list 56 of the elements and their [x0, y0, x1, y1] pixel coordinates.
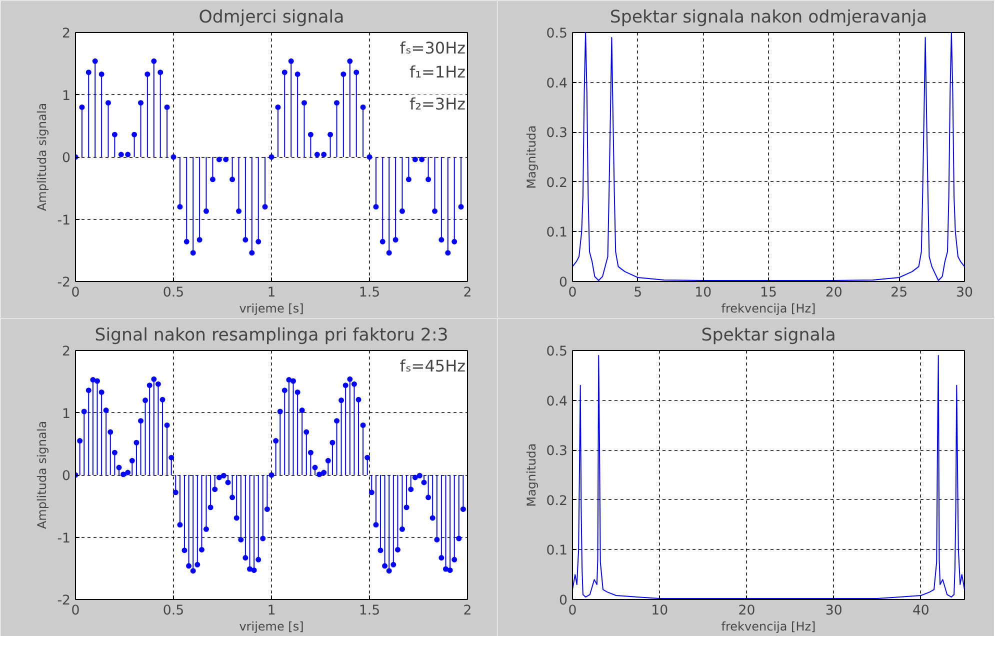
x-tick-label: 2: [463, 604, 472, 618]
x-tick-label: 10: [651, 604, 668, 618]
annotation: fₛ=30Hz: [400, 38, 466, 58]
y-tick-label: 2: [62, 344, 71, 360]
y-tick-label: 0: [559, 276, 568, 290]
y-tick-label: 0.1: [546, 226, 568, 241]
chart-title: Odmjerci signala: [198, 8, 344, 28]
x-tick-label: 0.5: [162, 286, 184, 300]
y-tick-label: 0.5: [546, 26, 568, 42]
y-tick-label: -1: [57, 531, 71, 546]
y-tick-label: 1: [62, 88, 71, 104]
x-tick-label: 1.5: [358, 604, 380, 618]
y-tick-label: 0.1: [546, 544, 568, 559]
y-tick-label: 0.3: [546, 444, 568, 460]
y-axis-title: Magnituda: [524, 443, 538, 507]
y-tick-label: 0: [62, 469, 71, 484]
y-tick-label: 0.3: [546, 126, 568, 142]
x-tick-label: 1: [267, 286, 276, 300]
y-tick-label: 0.5: [546, 344, 568, 360]
y-axis-title: Amplituda signala: [35, 420, 50, 530]
x-tick-label: 25: [890, 286, 908, 300]
y-axis-title: Amplituda signala: [35, 102, 50, 212]
x-tick-label: 2: [463, 286, 472, 300]
y-tick-label: 0.4: [546, 76, 568, 92]
y-tick-label: 2: [62, 26, 71, 42]
x-tick-label: 20: [738, 604, 756, 618]
x-tick-label: 20: [825, 286, 842, 300]
chart-title: Spektar signala nakon odmjeravanja: [610, 8, 928, 28]
x-tick-label: 30: [825, 604, 842, 618]
y-tick-label: 0.2: [546, 494, 568, 509]
x-axis-title: vrijeme [s]: [239, 620, 304, 634]
x-axis-title: frekvencija [Hz]: [721, 302, 816, 316]
chart-title: Spektar signala: [701, 326, 836, 346]
annotation: fₛ=45Hz: [400, 356, 466, 376]
x-tick-label: 1.5: [358, 286, 380, 300]
y-tick-label: -2: [57, 276, 71, 290]
x-axis-title: frekvencija [Hz]: [721, 620, 816, 634]
y-tick-label: -2: [57, 594, 71, 608]
y-tick-label: 0: [62, 151, 71, 166]
x-tick-label: 1: [267, 604, 276, 618]
annotation: f₁=1Hz: [409, 62, 466, 82]
y-tick-label: -1: [57, 213, 71, 228]
x-axis-title: vrijeme [s]: [239, 302, 304, 316]
x-tick-label: 10: [694, 286, 712, 300]
x-tick-label: 30: [956, 286, 973, 300]
annotation: f₂=3Hz: [409, 94, 466, 114]
chart-title: Signal nakon resamplinga pri faktoru 2:3: [94, 326, 448, 346]
y-tick-label: 0.2: [546, 176, 568, 191]
x-tick-label: 5: [634, 286, 642, 300]
x-tick-label: 15: [760, 286, 777, 300]
x-tick-label: 40: [912, 604, 930, 618]
y-tick-label: 0.4: [546, 394, 568, 410]
y-tick-label: 0: [559, 594, 568, 608]
x-tick-label: 0.5: [162, 604, 184, 618]
y-tick-label: 1: [62, 406, 71, 422]
y-axis-title: Magnituda: [524, 125, 538, 189]
